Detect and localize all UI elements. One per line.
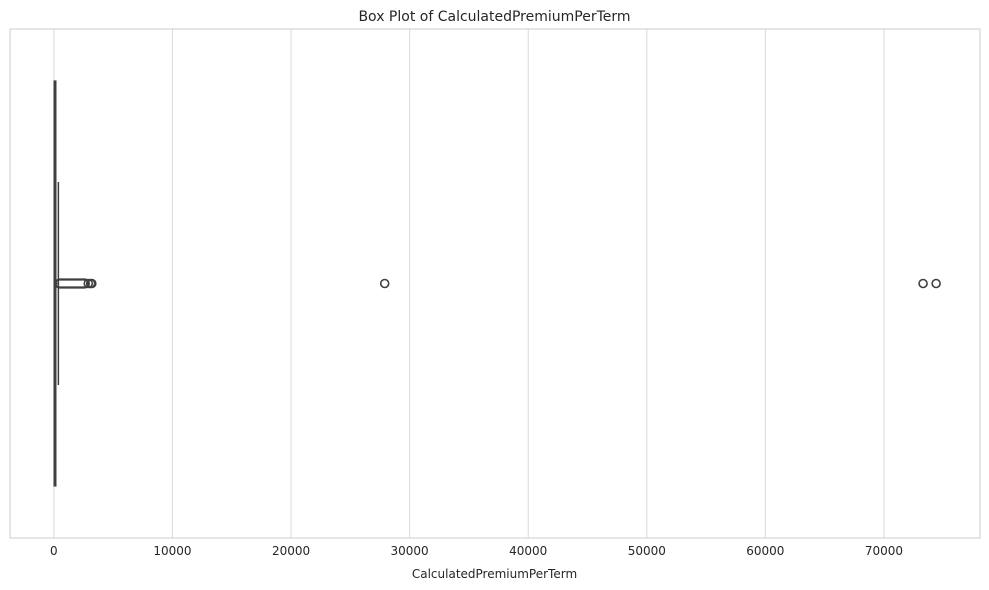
x-tick-label-40000: 40000: [509, 544, 547, 558]
x-tick-label-50000: 50000: [628, 544, 666, 558]
x-tick-label-30000: 30000: [391, 544, 429, 558]
x-tick-labels: 0 10000 20000 30000 40000 50000 60000 70000: [50, 544, 903, 558]
outlier-point-2: [87, 278, 97, 289]
x-tick-label-70000: 70000: [865, 544, 903, 558]
x-tick-label-60000: 60000: [746, 544, 784, 558]
x-axis-label: CalculatedPremiumPerTerm: [412, 567, 577, 581]
chart-title: Box Plot of CalculatedPremiumPerTerm: [358, 9, 630, 25]
outliers: [54, 278, 941, 289]
x-tick-label-0: 0: [50, 544, 58, 558]
outlier-point-4: [918, 278, 928, 289]
outlier-point-5: [931, 278, 941, 289]
outlier-band: [54, 278, 90, 289]
plot-frame: [9, 28, 981, 539]
x-tick-label-10000: 10000: [153, 544, 191, 558]
grid-lines: [53, 29, 885, 538]
x-tick-label-20000: 20000: [272, 544, 310, 558]
outlier-point-3: [379, 278, 390, 289]
